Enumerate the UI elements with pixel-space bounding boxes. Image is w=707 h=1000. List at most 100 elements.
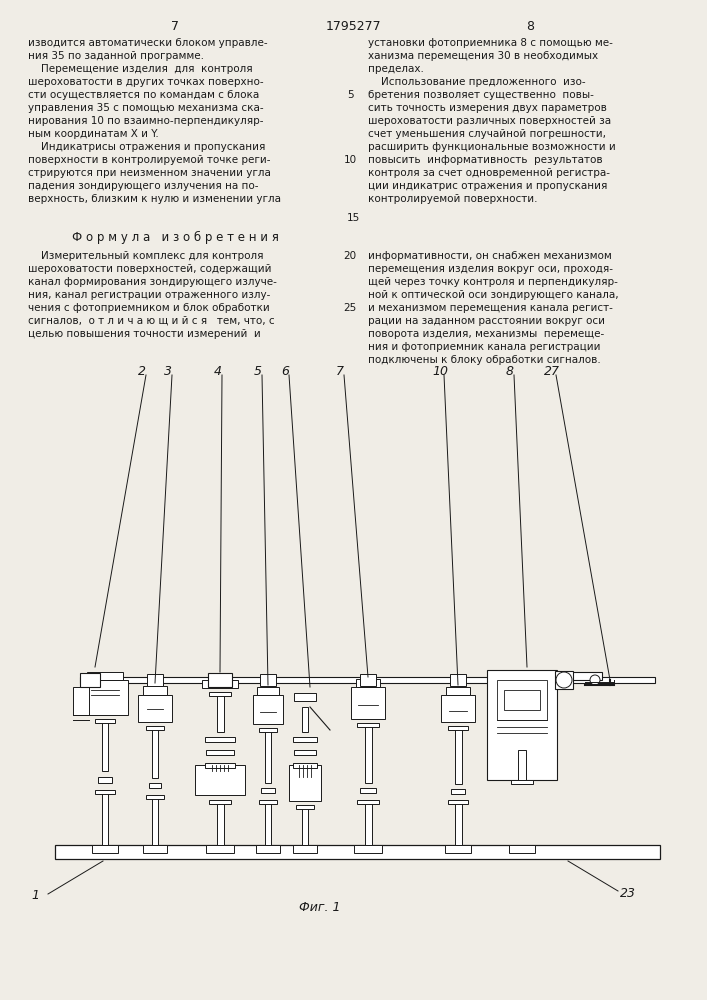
Bar — [294, 693, 316, 701]
Bar — [555, 671, 573, 689]
Text: Измерительный комплекс для контроля: Измерительный комплекс для контроля — [28, 251, 264, 261]
Text: подключены к блоку обработки сигналов.: подключены к блоку обработки сигналов. — [368, 355, 601, 365]
Text: ным координатам X и Y.: ным координатам X и Y. — [28, 129, 159, 139]
Bar — [80, 677, 655, 683]
Bar — [152, 795, 158, 845]
Text: канал формирования зондирующего излуче-: канал формирования зондирующего излуче- — [28, 277, 277, 287]
Bar — [216, 800, 223, 845]
Text: установки фотоприемника 8 с помощью ме-: установки фотоприемника 8 с помощью ме- — [368, 38, 613, 48]
Bar — [354, 845, 382, 853]
Bar — [293, 845, 317, 853]
Text: 1795277: 1795277 — [325, 20, 381, 33]
Text: чения с фотоприемником и блок обработки: чения с фотоприемником и блок обработки — [28, 303, 270, 313]
Bar — [80, 673, 100, 687]
Text: Фиг. 1: Фиг. 1 — [299, 901, 341, 914]
Bar — [147, 674, 163, 686]
Text: бретения позволяет существенно  повы-: бретения позволяет существенно повы- — [368, 90, 594, 100]
Bar — [487, 670, 557, 780]
Bar — [143, 845, 167, 853]
Bar — [102, 719, 108, 771]
Bar — [294, 750, 316, 755]
Text: 7: 7 — [171, 20, 179, 33]
Bar — [572, 672, 602, 680]
Text: и механизмом перемещения канала регист-: и механизмом перемещения канала регист- — [368, 303, 613, 313]
Text: шероховатости поверхностей, содержащий: шероховатости поверхностей, содержащий — [28, 264, 271, 274]
Bar — [296, 805, 314, 809]
Bar — [253, 695, 283, 724]
Text: рации на заданном расстоянии вокруг оси: рации на заданном расстоянии вокруг оси — [368, 316, 605, 326]
Text: ния, канал регистрации отраженного излу-: ния, канал регистрации отраженного излу- — [28, 290, 270, 300]
Bar — [82, 680, 128, 715]
Bar — [87, 672, 123, 680]
Bar — [455, 726, 462, 784]
Text: ной к оптической оси зондирующего канала,: ной к оптической оси зондирующего канала… — [368, 290, 619, 300]
Bar — [102, 790, 108, 845]
Text: 5: 5 — [254, 365, 262, 378]
Bar — [265, 800, 271, 845]
Text: щей через точку контроля и перпендикуляр-: щей через точку контроля и перпендикуляр… — [368, 277, 618, 287]
Bar — [441, 695, 475, 722]
Text: нирования 10 по взаимно-перпендикуляр-: нирования 10 по взаимно-перпендикуляр- — [28, 116, 264, 126]
Bar — [143, 686, 167, 695]
Text: пределах.: пределах. — [368, 64, 424, 74]
Bar — [216, 692, 223, 732]
Text: информативности, он снабжен механизмом: информативности, он снабжен механизмом — [368, 251, 612, 261]
Text: 6: 6 — [281, 365, 289, 378]
Text: контролируемой поверхности.: контролируемой поверхности. — [368, 194, 537, 204]
Bar — [293, 737, 317, 742]
Text: 10: 10 — [344, 155, 356, 165]
Bar — [202, 680, 238, 688]
Bar — [55, 845, 660, 859]
Text: контроля за счет одновременной регистра-: контроля за счет одновременной регистра- — [368, 168, 610, 178]
Bar — [293, 763, 317, 768]
Text: 2: 2 — [138, 365, 146, 378]
Text: изводится автоматически блоком управле-: изводится автоматически блоком управле- — [28, 38, 268, 48]
Text: 7: 7 — [336, 365, 344, 378]
Bar — [259, 800, 277, 804]
Bar — [208, 673, 232, 687]
Text: Использование предложенного  изо-: Использование предложенного изо- — [368, 77, 585, 87]
Bar — [357, 723, 379, 727]
Bar — [451, 789, 465, 794]
Bar — [448, 726, 468, 730]
Text: 23: 23 — [620, 887, 636, 900]
Bar — [206, 845, 234, 853]
Text: счет уменьшения случайной погрешности,: счет уменьшения случайной погрешности, — [368, 129, 606, 139]
Bar — [98, 777, 112, 783]
Bar — [261, 788, 275, 793]
Text: падения зондирующего излучения на по-: падения зондирующего излучения на по- — [28, 181, 259, 191]
Bar — [209, 800, 231, 804]
Bar — [360, 788, 376, 793]
Bar — [365, 723, 371, 783]
Text: верхность, близким к нулю и изменении угла: верхность, близким к нулю и изменении уг… — [28, 194, 281, 204]
Text: ции индикатрис отражения и пропускания: ции индикатрис отражения и пропускания — [368, 181, 607, 191]
Text: сти осуществляется по командам с блока: сти осуществляется по командам с блока — [28, 90, 259, 100]
Bar — [205, 763, 235, 768]
Text: 25: 25 — [344, 303, 356, 313]
Text: 10: 10 — [432, 365, 448, 378]
Text: Перемещение изделия  для  контроля: Перемещение изделия для контроля — [28, 64, 252, 74]
Bar — [509, 845, 535, 853]
Text: 20: 20 — [344, 251, 356, 261]
Bar — [504, 690, 540, 710]
Bar — [206, 750, 234, 755]
Text: 1: 1 — [31, 889, 39, 902]
Bar — [360, 674, 376, 686]
Text: ния и фотоприемник канала регистрации: ния и фотоприемник канала регистрации — [368, 342, 600, 352]
Bar — [289, 765, 321, 801]
Text: шероховатости в других точках поверхно-: шероховатости в других точках поверхно- — [28, 77, 264, 87]
Text: 3: 3 — [164, 365, 172, 378]
Text: Ф о р м у л а   и з о б р е т е н и я: Ф о р м у л а и з о б р е т е н и я — [71, 231, 279, 244]
Bar — [445, 845, 471, 853]
Text: управления 35 с помощью механизма ска-: управления 35 с помощью механизма ска- — [28, 103, 264, 113]
Bar — [518, 750, 526, 780]
Bar — [260, 674, 276, 686]
Bar — [73, 687, 89, 715]
Bar — [95, 719, 115, 723]
Text: 27: 27 — [544, 365, 560, 378]
Bar — [265, 728, 271, 783]
Bar — [149, 783, 161, 788]
Text: поворота изделия, механизмы  перемеще-: поворота изделия, механизмы перемеще- — [368, 329, 604, 339]
Text: ханизма перемещения 30 в необходимых: ханизма перемещения 30 в необходимых — [368, 51, 598, 61]
Text: расширить функциональные возможности и: расширить функциональные возможности и — [368, 142, 616, 152]
